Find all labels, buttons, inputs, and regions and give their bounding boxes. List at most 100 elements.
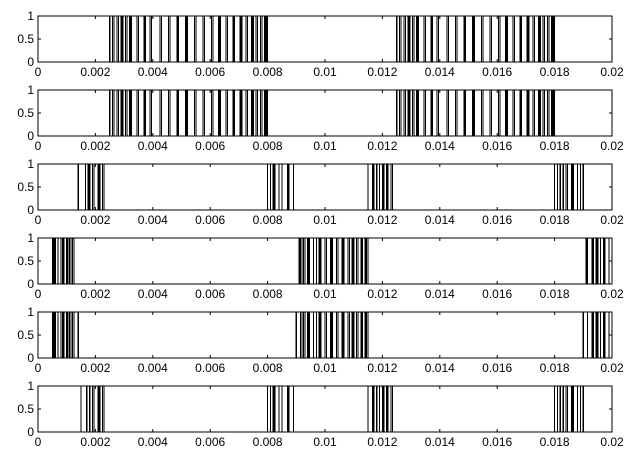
x-tick-label: 0.02 bbox=[600, 361, 624, 375]
axes-frame bbox=[37, 15, 613, 63]
y-tick-label: 0.5 bbox=[17, 106, 34, 120]
x-tick-label: 0.004 bbox=[138, 139, 168, 153]
x-tick-label: 0.002 bbox=[80, 139, 110, 153]
pulse-series bbox=[37, 89, 613, 137]
subplot-3: 0 0.002 0.004 0.006 0.008 0.01 0.012 0.014 0.016… bbox=[17, 157, 624, 227]
x-tick-label: 0.004 bbox=[138, 361, 168, 375]
subplot-1: 0 0.002 0.004 0.006 0.008 0.01 0.012 0.014 0.016… bbox=[17, 9, 624, 79]
x-tick-label: 0.016 bbox=[482, 435, 512, 449]
x-tick-label: 0.014 bbox=[425, 213, 455, 227]
y-tick-label: 1 bbox=[27, 379, 34, 393]
x-tick-label: 0.012 bbox=[367, 361, 397, 375]
x-tick-label: 0.02 bbox=[600, 435, 624, 449]
x-tick-label: 0.018 bbox=[540, 287, 570, 301]
x-tick-label: 0.014 bbox=[425, 361, 455, 375]
x-tick-label: 0.01 bbox=[313, 287, 337, 301]
x-tick-label: 0.008 bbox=[253, 139, 283, 153]
x-tick-label: 0.012 bbox=[367, 435, 397, 449]
x-tick-label: 0.012 bbox=[367, 213, 397, 227]
x-tick-label: 0.018 bbox=[540, 139, 570, 153]
x-tick-label: 0.002 bbox=[80, 65, 110, 79]
x-tick-label: 0.004 bbox=[138, 65, 168, 79]
x-tick-label: 0.002 bbox=[80, 361, 110, 375]
x-tick-label: 0.01 bbox=[313, 361, 337, 375]
y-tick-label: 1 bbox=[27, 83, 34, 97]
y-tick-label: 0.5 bbox=[17, 402, 34, 416]
x-tick-label: 0.016 bbox=[482, 65, 512, 79]
x-tick-label: 0.014 bbox=[425, 139, 455, 153]
subplot-4: 0 0.002 0.004 0.006 0.008 0.01 0.012 0.014 0.016… bbox=[17, 231, 624, 301]
x-tick-label: 0.006 bbox=[195, 361, 225, 375]
x-tick-label: 0 bbox=[35, 65, 42, 79]
x-tick-label: 0.006 bbox=[195, 213, 225, 227]
x-tick-label: 0.014 bbox=[425, 65, 455, 79]
x-tick-label: 0.02 bbox=[600, 213, 624, 227]
subplot-2: 0 0.002 0.004 0.006 0.008 0.01 0.012 0.014 0.016… bbox=[17, 83, 624, 153]
x-tick-label: 0 bbox=[35, 139, 42, 153]
x-tick-label: 0.002 bbox=[80, 435, 110, 449]
pulse-series bbox=[38, 163, 613, 211]
y-tick-label: 0 bbox=[27, 129, 34, 143]
x-tick-label: 0 bbox=[35, 361, 42, 375]
y-tick-label: 1 bbox=[27, 231, 34, 245]
x-tick-label: 0.018 bbox=[540, 213, 570, 227]
subplot-6: 0 0.002 0.004 0.006 0.008 0.01 0.012 0.014 0.016… bbox=[17, 379, 624, 449]
x-tick-label: 0.012 bbox=[367, 139, 397, 153]
x-tick-label: 0.008 bbox=[253, 361, 283, 375]
x-tick-label: 0.002 bbox=[80, 287, 110, 301]
x-tick-label: 0.01 bbox=[313, 139, 337, 153]
x-tick-label: 0.01 bbox=[313, 65, 337, 79]
x-tick-label: 0.02 bbox=[600, 65, 624, 79]
x-tick-label: 0 bbox=[35, 213, 42, 227]
x-tick-label: 0.006 bbox=[195, 435, 225, 449]
y-tick-label: 1 bbox=[27, 9, 34, 23]
y-tick-label: 0 bbox=[27, 203, 34, 217]
pulse-series bbox=[38, 311, 613, 359]
x-tick-label: 0.004 bbox=[138, 213, 168, 227]
x-tick-label: 0.008 bbox=[253, 213, 283, 227]
y-tick-label: 0.5 bbox=[17, 180, 34, 194]
x-tick-label: 0.012 bbox=[367, 65, 397, 79]
pulse-series bbox=[38, 15, 612, 63]
x-tick-label: 0.004 bbox=[138, 435, 168, 449]
x-tick-label: 0.008 bbox=[253, 435, 283, 449]
axes-frame bbox=[37, 163, 613, 211]
y-tick-label: 0.5 bbox=[17, 328, 34, 342]
y-tick-label: 0.5 bbox=[17, 254, 34, 268]
y-tick-label: 0 bbox=[27, 425, 34, 439]
x-tick-label: 0.018 bbox=[540, 435, 570, 449]
x-tick-label: 0.01 bbox=[313, 213, 337, 227]
x-tick-label: 0.002 bbox=[80, 213, 110, 227]
x-tick-label: 0.008 bbox=[253, 287, 283, 301]
subplot-5: 0 0.002 0.004 0.006 0.008 0.01 0.012 0.014 0.016… bbox=[17, 305, 624, 375]
x-tick-label: 0.004 bbox=[138, 287, 168, 301]
x-tick-label: 0.008 bbox=[253, 65, 283, 79]
x-tick-label: 0.016 bbox=[482, 213, 512, 227]
x-tick-label: 0 bbox=[35, 435, 42, 449]
x-tick-label: 0.014 bbox=[425, 287, 455, 301]
x-tick-label: 0.014 bbox=[425, 435, 455, 449]
x-tick-label: 0.016 bbox=[482, 139, 512, 153]
axes-frame bbox=[37, 385, 613, 433]
y-tick-label: 0.5 bbox=[17, 32, 34, 46]
x-tick-label: 0.02 bbox=[600, 139, 624, 153]
x-tick-label: 0.018 bbox=[540, 361, 570, 375]
y-tick-label: 0 bbox=[27, 55, 34, 69]
x-tick-label: 0.016 bbox=[482, 361, 512, 375]
x-tick-label: 0.006 bbox=[195, 65, 225, 79]
pulse-series bbox=[38, 385, 612, 433]
y-tick-label: 0 bbox=[27, 277, 34, 291]
y-tick-label: 1 bbox=[27, 157, 34, 171]
x-tick-label: 0.018 bbox=[540, 65, 570, 79]
x-tick-label: 0.006 bbox=[195, 287, 225, 301]
x-tick-label: 0 bbox=[35, 287, 42, 301]
y-tick-label: 0 bbox=[27, 351, 34, 365]
x-tick-label: 0.012 bbox=[367, 287, 397, 301]
y-tick-label: 1 bbox=[27, 305, 34, 319]
pulse-series bbox=[37, 237, 612, 285]
x-tick-label: 0.01 bbox=[313, 435, 337, 449]
axes-frame bbox=[37, 89, 613, 137]
x-tick-label: 0.02 bbox=[600, 287, 624, 301]
x-tick-label: 0.006 bbox=[195, 139, 225, 153]
